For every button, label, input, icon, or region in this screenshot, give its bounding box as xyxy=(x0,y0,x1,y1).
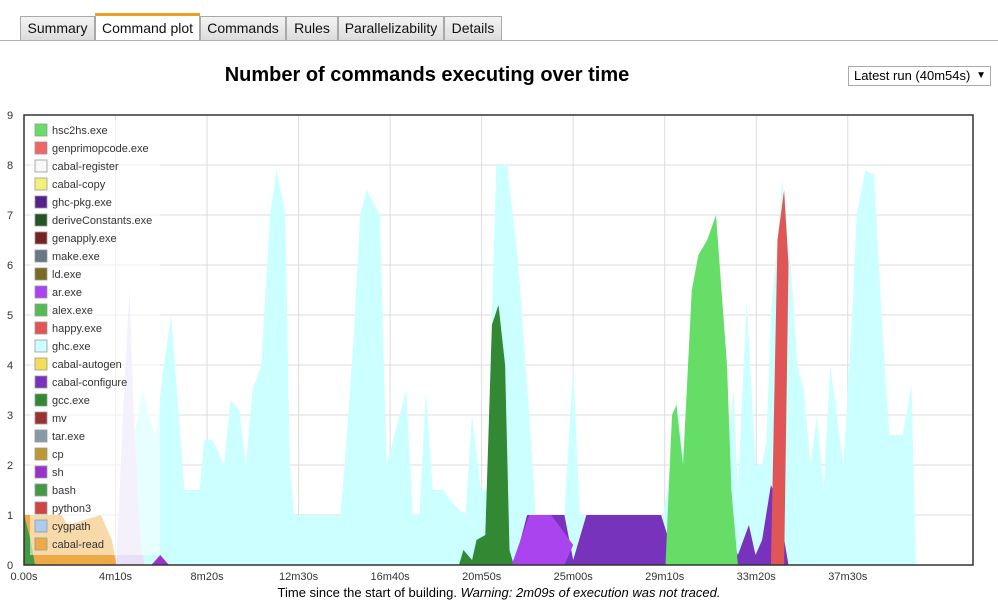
y-tick-label: 0 xyxy=(7,560,13,572)
legend-label: bash xyxy=(52,485,76,497)
tab-bar: Summary Command plot Commands Rules Para… xyxy=(0,0,998,41)
legend-swatch xyxy=(34,267,48,281)
legend-label: cygpath xyxy=(52,521,91,533)
legend-label: genprimopcode.exe xyxy=(52,143,149,155)
legend-label: happy.exe xyxy=(52,323,102,335)
legend-label: sh xyxy=(52,467,64,479)
legend-swatch xyxy=(34,501,48,515)
y-tick-label: 9 xyxy=(7,110,13,122)
x-tick-label: 4m10s xyxy=(99,571,133,583)
legend-swatch xyxy=(34,321,48,335)
command-plot-chart: 0 1 2 3 4 5 6 7 8 9 0.00s 4m10s 8m20s 12m30s 16m40s 20m… xyxy=(7,110,974,583)
legend-label: cabal-autogen xyxy=(52,359,122,371)
legend-label: python3 xyxy=(52,503,91,515)
legend-label: cabal-copy xyxy=(52,179,106,191)
legend-swatch xyxy=(34,285,48,299)
tab-summary[interactable]: Summary xyxy=(20,16,95,40)
legend-label: cabal-register xyxy=(52,161,119,173)
series-area xyxy=(665,215,738,565)
legend-swatch xyxy=(34,537,48,551)
y-tick-label: 4 xyxy=(7,360,13,372)
legend-swatch xyxy=(34,159,48,173)
series-area xyxy=(511,515,574,565)
tab-details[interactable]: Details xyxy=(444,16,502,40)
trace-warning: Warning: 2m09s of execution was not trac… xyxy=(460,585,721,600)
legend-label: tar.exe xyxy=(52,431,85,443)
x-tick-label: 37m30s xyxy=(828,571,868,583)
series-area xyxy=(770,190,789,565)
legend-swatch xyxy=(34,123,48,137)
run-selector-value: Latest run (40m54s) xyxy=(854,68,971,83)
x-tick-label: 29m10s xyxy=(645,571,685,583)
dropdown-arrow-icon: ▼ xyxy=(976,70,986,81)
tab-bar-divider xyxy=(0,40,998,41)
legend-swatch xyxy=(34,177,48,191)
legend-label: ghc.exe xyxy=(52,341,91,353)
x-tick-label: 20m50s xyxy=(462,571,502,583)
y-tick-label: 8 xyxy=(7,160,13,172)
plot-frame xyxy=(23,114,974,566)
legend-swatch xyxy=(34,375,48,389)
legend-swatch xyxy=(34,483,48,497)
legend-background xyxy=(30,119,160,555)
x-axis-caption: Time since the start of building. Warnin… xyxy=(0,585,998,600)
series-area xyxy=(151,555,169,565)
series-area xyxy=(459,305,514,565)
x-tick-label: 8m20s xyxy=(191,571,225,583)
legend-label: hsc2hs.exe xyxy=(52,125,108,137)
y-tick-label: 1 xyxy=(7,510,13,522)
tab-rules[interactable]: Rules xyxy=(286,16,338,40)
legend-swatch xyxy=(34,231,48,245)
x-tick-label: 0.00s xyxy=(11,571,38,583)
legend-label: cp xyxy=(52,449,64,461)
legend-swatch xyxy=(34,447,48,461)
legend-label: gcc.exe xyxy=(52,395,90,407)
y-tick-label: 7 xyxy=(7,210,13,222)
legend-label: genapply.exe xyxy=(52,233,117,245)
x-tick-label: 16m40s xyxy=(371,571,411,583)
series-area xyxy=(513,485,789,565)
legend-label: alex.exe xyxy=(52,305,93,317)
x-axis-label: Time since the start of building. xyxy=(277,585,457,600)
y-tick-label: 5 xyxy=(7,310,13,322)
legend-swatch xyxy=(34,411,48,425)
legend-swatch xyxy=(34,249,48,263)
y-tick-label: 6 xyxy=(7,260,13,272)
tab-parallelizability[interactable]: Parallelizability xyxy=(338,16,444,40)
legend-swatch xyxy=(34,195,48,209)
legend-swatch xyxy=(34,339,48,353)
legend-swatch xyxy=(34,393,48,407)
tab-command-plot[interactable]: Command plot xyxy=(95,13,200,41)
legend-swatch xyxy=(34,357,48,371)
legend-swatch xyxy=(34,141,48,155)
legend-label: mv xyxy=(52,413,67,425)
legend-swatch xyxy=(34,519,48,533)
legend-label: ghc-pkg.exe xyxy=(52,197,112,209)
legend-label: ld.exe xyxy=(52,269,81,281)
y-tick-label: 2 xyxy=(7,460,13,472)
legend-label: make.exe xyxy=(52,251,100,263)
legend-swatch xyxy=(34,303,48,317)
legend-label: cabal-configure xyxy=(52,377,127,389)
x-tick-label: 33m20s xyxy=(737,571,777,583)
legend-label: deriveConstants.exe xyxy=(52,215,152,227)
x-tick-label: 25m00s xyxy=(554,571,594,583)
legend-swatch xyxy=(34,465,48,479)
y-tick-label: 3 xyxy=(7,410,13,422)
tab-commands[interactable]: Commands xyxy=(200,16,286,40)
legend-swatch xyxy=(34,429,48,443)
run-selector[interactable]: Latest run (40m54s) ▼ xyxy=(848,66,991,86)
chart-title: Number of commands executing over time xyxy=(224,64,630,86)
x-tick-label: 12m30s xyxy=(279,571,319,583)
legend-label: cabal-read xyxy=(52,539,104,551)
legend-label: ar.exe xyxy=(52,287,82,299)
legend-swatch xyxy=(34,213,48,227)
